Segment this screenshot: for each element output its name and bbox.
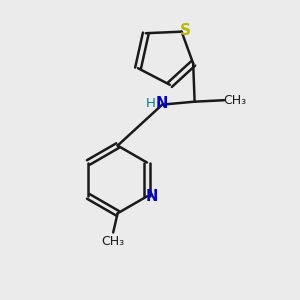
Text: CH₃: CH₃ [102,235,125,248]
Text: H: H [146,97,156,110]
Text: N: N [146,189,158,204]
Text: N: N [156,96,168,111]
Text: S: S [180,23,190,38]
Text: CH₃: CH₃ [223,94,246,107]
